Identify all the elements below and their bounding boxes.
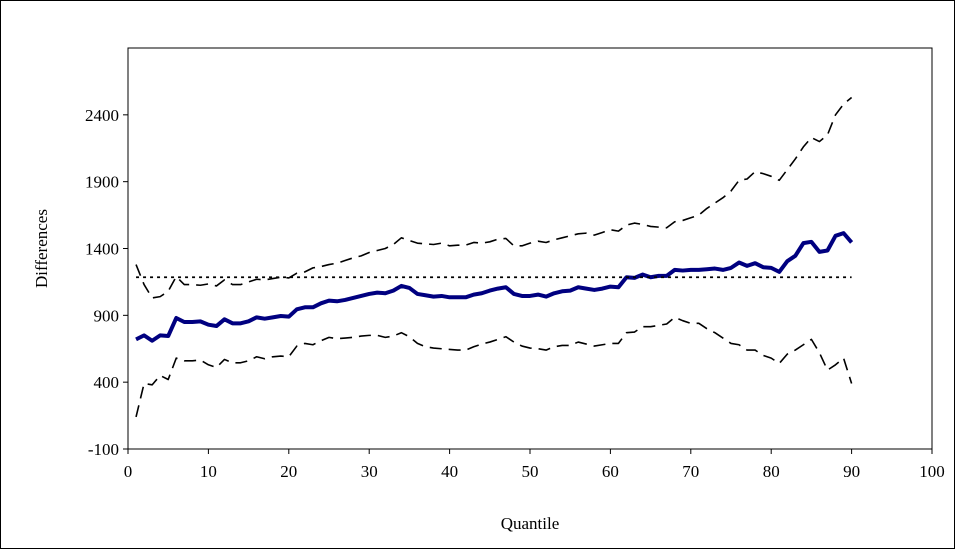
y-tick-label: 1400 — [85, 240, 119, 259]
x-tick-label: 10 — [200, 462, 217, 481]
series-line-confidence-band — [135, 96, 853, 299]
plot-area — [127, 47, 933, 450]
y-axis-title: Differences — [32, 209, 51, 288]
series-line-estimate — [135, 231, 854, 343]
y-tick-label: 400 — [94, 373, 120, 392]
series-group — [135, 96, 854, 418]
x-axis-title: Quantile — [501, 514, 560, 533]
x-axis: 0 10 20 30 40 50 60 70 80 90 100 — [124, 449, 945, 481]
y-tick-label: 1900 — [85, 173, 119, 192]
x-tick-label: 60 — [602, 462, 619, 481]
y-tick-label: -100 — [88, 440, 119, 459]
x-tick-label: 70 — [682, 462, 699, 481]
x-tick-label: 50 — [522, 462, 539, 481]
x-tick-label: 80 — [763, 462, 780, 481]
x-tick-label: 40 — [441, 462, 458, 481]
x-tick-label: 20 — [280, 462, 297, 481]
y-tick-label: 900 — [94, 306, 120, 325]
x-tick-label: 100 — [919, 462, 945, 481]
plot-area-border — [127, 47, 933, 450]
series-line-confidence-band — [135, 316, 853, 418]
y-axis: -100 400 900 1400 1900 2400 — [85, 106, 128, 459]
x-tick-label: 0 — [124, 462, 133, 481]
x-tick-label: 30 — [361, 462, 378, 481]
y-tick-label: 2400 — [85, 106, 119, 125]
x-tick-label: 90 — [843, 462, 860, 481]
